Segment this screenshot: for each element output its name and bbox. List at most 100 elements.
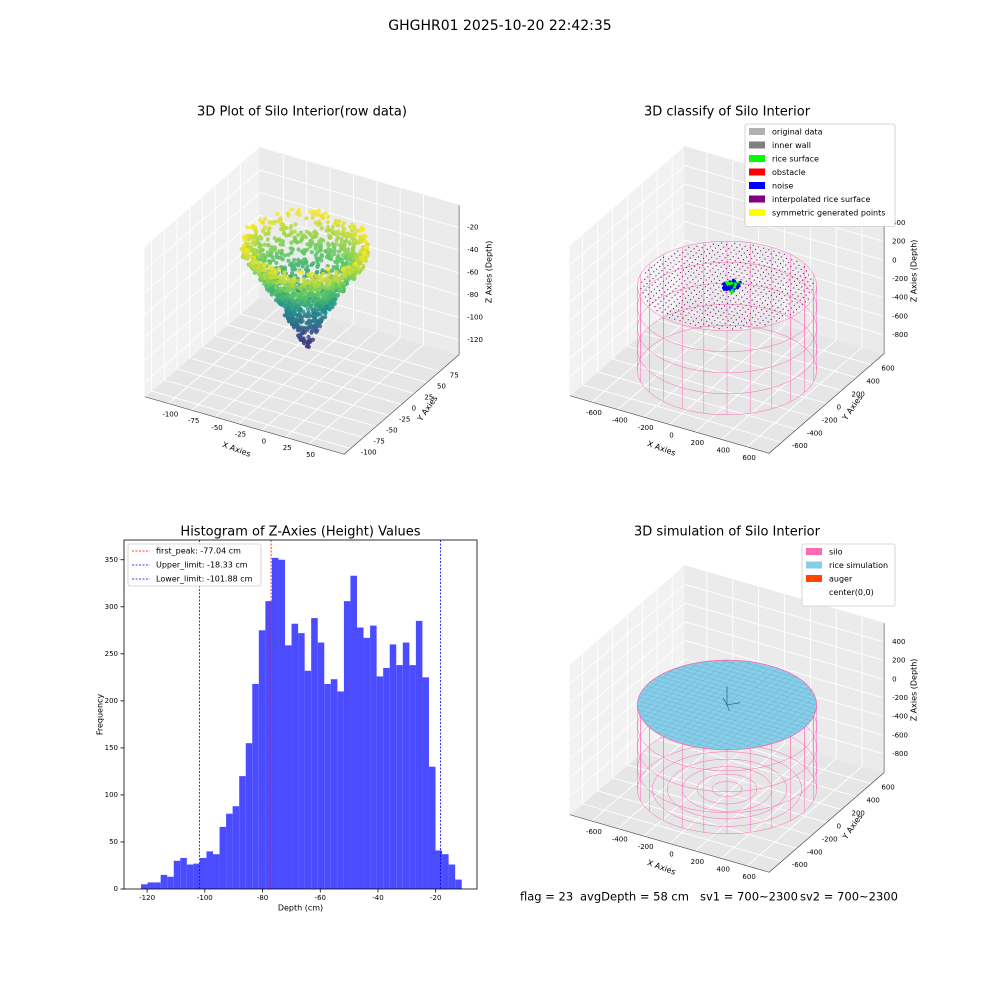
cloud-dot — [307, 313, 313, 319]
bar — [258, 630, 266, 889]
cloud-dot — [296, 269, 301, 274]
x-tick-label: 0 — [669, 431, 673, 439]
cloud-dot — [308, 244, 313, 249]
cloud-dot — [317, 248, 323, 253]
interp-dot — [734, 325, 737, 327]
interp-dot — [695, 317, 697, 320]
rice-mesh — [721, 660, 808, 686]
legend-label: Lower_limit: -101.88 cm — [156, 575, 253, 584]
interp-dot — [716, 275, 719, 277]
interp-dot — [795, 291, 797, 293]
legend-frame — [127, 543, 262, 587]
interp-dot — [778, 252, 780, 254]
auger — [726, 702, 741, 706]
interp-dot — [728, 313, 730, 315]
interp-dot — [762, 278, 764, 280]
cloud-dot — [306, 341, 311, 346]
interp-dot — [761, 285, 763, 287]
interp-dot — [716, 323, 718, 326]
legend-label: rice simulation — [829, 561, 888, 570]
grid-line — [259, 169, 460, 229]
bar — [324, 683, 331, 889]
interp-dot — [760, 267, 762, 269]
interp-dot — [695, 300, 697, 302]
cloud-dot — [319, 237, 324, 242]
cloud-dot — [279, 295, 284, 300]
interp-dot — [773, 292, 775, 294]
interp-dot — [791, 259, 793, 261]
interp-dot — [680, 289, 682, 291]
cloud-dot — [269, 220, 275, 226]
bar — [206, 851, 214, 889]
interp-dot — [701, 312, 703, 314]
silo-ring — [637, 324, 817, 416]
interp-dot — [803, 266, 805, 268]
silo-floor-ring — [652, 751, 802, 827]
interp-dot — [732, 321, 734, 323]
cloud-dot — [245, 225, 250, 230]
bar — [239, 776, 246, 889]
cloud-dot — [305, 268, 310, 273]
cloud-dot — [257, 241, 262, 246]
interp-dot — [748, 260, 750, 262]
interp-dot — [755, 266, 757, 268]
interp-dot — [790, 265, 792, 268]
interp-dot — [699, 308, 701, 310]
interp-dot — [758, 263, 760, 265]
interp-dot — [738, 250, 740, 253]
interp-dot — [722, 253, 724, 255]
interp-dot — [740, 320, 743, 322]
cloud-dot — [330, 227, 335, 233]
cloud-dot — [274, 260, 279, 266]
x-axis-label: Depth (cm) — [278, 904, 323, 913]
bar — [455, 879, 462, 889]
interp-dot — [653, 288, 655, 290]
cloud-dot — [245, 242, 250, 247]
interp-dot — [656, 261, 659, 264]
interp-dot — [677, 316, 679, 318]
rice-mesh — [663, 673, 814, 718]
cloud-dot — [352, 233, 357, 238]
interp-dot — [743, 252, 745, 254]
interp-dot — [724, 257, 726, 259]
cloud-dot — [297, 212, 302, 217]
interp-dot — [683, 262, 685, 264]
interp-dot — [647, 293, 649, 295]
interp-dot — [755, 307, 758, 309]
interp-dot — [762, 295, 764, 298]
cloud-dot — [258, 267, 264, 273]
cloud-dot — [297, 286, 302, 291]
z-tick-label: -200 — [892, 275, 908, 283]
interp-dot — [677, 267, 679, 270]
grid-line — [144, 169, 261, 271]
interp-dot — [724, 281, 726, 283]
interp-dot — [776, 313, 778, 315]
y-tick-label: -50 — [386, 426, 397, 434]
y-tick-label: 0 — [837, 403, 841, 411]
interp-dot — [675, 305, 678, 307]
silo-ring — [637, 743, 817, 835]
grid-line — [597, 790, 797, 849]
cloud-dot — [304, 216, 309, 221]
interp-dot — [782, 260, 785, 262]
interp-dot — [718, 310, 720, 312]
cloud-dot — [272, 267, 277, 272]
interp-dot — [758, 287, 760, 289]
interp-dot — [695, 252, 697, 254]
interp-dot — [649, 304, 651, 306]
interp-dot — [691, 309, 693, 311]
interp-dot — [710, 304, 712, 307]
interp-dot — [713, 260, 715, 263]
interp-dot — [679, 278, 681, 280]
interp-dot — [768, 273, 770, 275]
interp-dot — [702, 264, 704, 266]
cloud-dot — [365, 252, 370, 257]
interp-dot — [716, 258, 718, 260]
interp-dot — [714, 295, 716, 297]
interp-dot — [764, 258, 766, 260]
bar — [376, 676, 384, 889]
cloud-dot — [311, 301, 316, 306]
interp-dot — [767, 255, 769, 258]
cloud-dot — [316, 212, 321, 217]
z-tick-label: -60 — [467, 269, 478, 277]
